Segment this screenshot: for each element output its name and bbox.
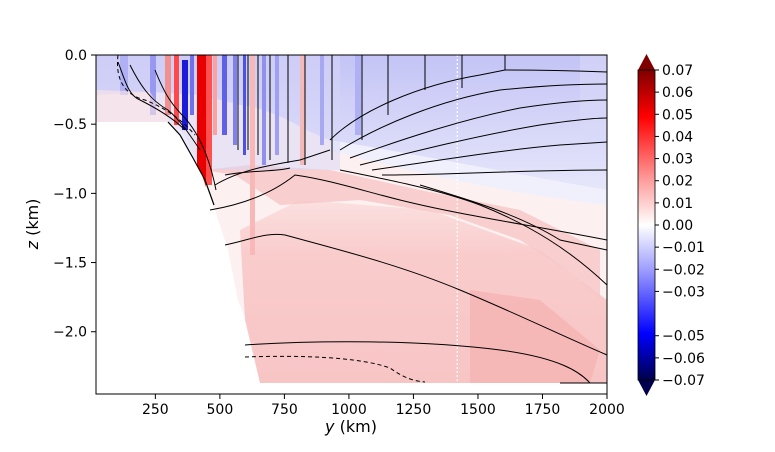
contour-line [381,169,608,176]
x-tick-label: 250 [142,402,169,418]
colorbar-tick-label: 0.05 [662,107,693,123]
y-axis: 0.0 −0.5 −1.0 −1.5 −2.0 [53,48,96,341]
x-tick-label: 1250 [396,402,432,418]
colorbar-tick-label: 0.02 [662,174,693,190]
colorbar: 0.07 0.06 0.05 0.04 0.03 0.02 0.01 0.00 −0.01 −0.… [637,54,705,396]
surface-stripes [120,55,361,255]
contour-lines [116,54,608,384]
colorbar-fill [638,70,655,380]
contour-line [244,341,591,384]
contour-line [419,184,608,251]
x-tick-label: 1500 [460,402,496,418]
y-tick-label: −0.5 [53,117,87,133]
plot-frame [95,54,608,395]
colorbar-tick-label: −0.02 [662,262,705,278]
colorbar-tick-label: 0.07 [662,63,693,79]
x-tick-label: 500 [207,402,234,418]
y-tick-label: −1.5 [53,256,87,272]
y-axis-label: z (km) [23,199,42,251]
x-tick-label: 1000 [331,402,367,418]
colorbar-tick-label: 0.01 [662,196,693,212]
field-layer [96,55,607,394]
contour-line [359,117,608,166]
bathymetry-line [167,121,215,206]
colorbar-tick-label: −0.07 [662,373,705,389]
colorbar-tick-label: −0.03 [662,284,705,300]
contour-line [244,355,426,383]
contour-line [224,167,291,176]
colorbar-bottom-arrow [638,380,655,396]
colorbar-tick-label: 0.04 [662,129,693,145]
contour-line [349,99,608,159]
contour-line [224,233,608,356]
x-tick-label: 1750 [525,402,561,418]
colorbar-tick-label: 0.06 [662,85,693,101]
colorbar-tick-label: −0.06 [662,351,705,367]
contour-line [129,64,201,151]
y-tick-label: −2.0 [53,325,87,341]
colorbar-tick-label: 0.00 [662,218,693,234]
x-tick-label: 750 [271,402,298,418]
colorbar-tick-label: −0.01 [662,240,705,256]
x-axis-label: y (km) [324,417,377,436]
y-tick-label: 0.0 [65,48,87,64]
x-axis: 250 500 750 1000 1250 1500 1750 2000 [142,394,625,418]
colorbar-tick-label: 0.03 [662,152,693,168]
contour-line [117,61,186,131]
contour-line [116,54,196,136]
x-tick-label: 2000 [589,402,625,418]
contour-line [209,174,608,241]
contour-line [371,141,608,171]
contour-line [154,69,217,191]
y-tick-label: −1.0 [53,186,87,202]
colorbar-tick-label: −0.05 [662,329,705,345]
contour-line [329,69,608,141]
colorbar-top-arrow [638,54,655,70]
contour-line [214,149,331,186]
contour-line [339,169,608,286]
contour-line [339,83,608,151]
